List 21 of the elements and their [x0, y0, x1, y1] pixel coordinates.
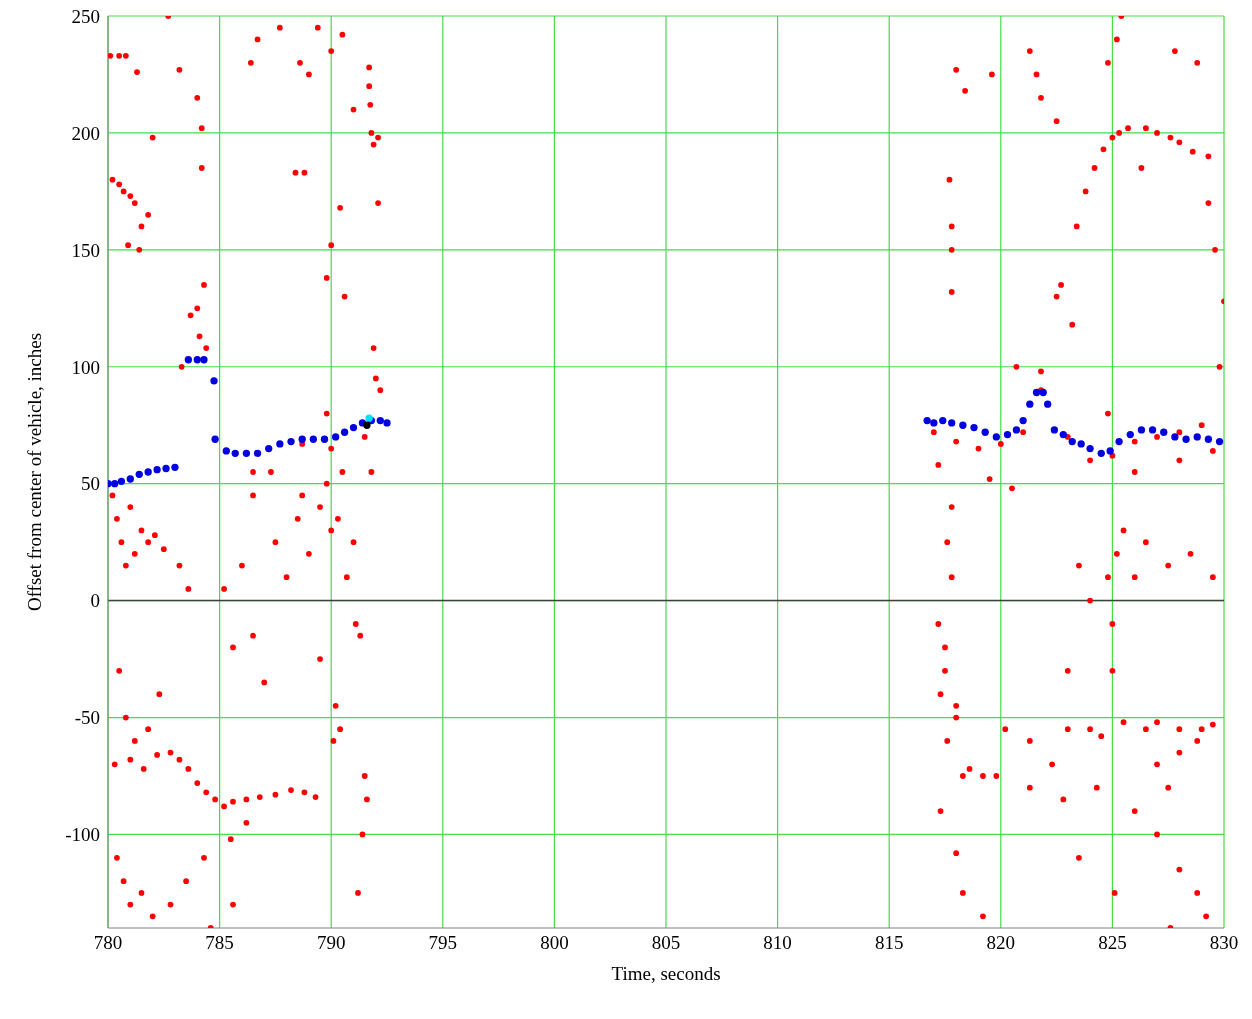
y-axis-title: Offset from center of vehicle, inches — [23, 332, 45, 612]
x-tick-label: 795 — [428, 932, 458, 954]
x-tick-label: 825 — [1098, 932, 1127, 954]
x-tick-label: 805 — [651, 932, 681, 954]
y-tick-label: 0 — [90, 590, 100, 612]
y-tick-label: -50 — [74, 707, 100, 729]
y-tick-label: 250 — [71, 5, 100, 27]
y-tick-label: 200 — [71, 122, 100, 144]
x-tick-label: 780 — [93, 932, 123, 954]
x-tick-label: 815 — [874, 932, 904, 954]
x-axis-title: Time, seconds — [611, 963, 721, 984]
x-tick-label: 800 — [540, 932, 569, 954]
x-tick-label: 785 — [205, 932, 234, 954]
y-tick-label: -100 — [65, 824, 100, 846]
x-tick-label: 830 — [1209, 932, 1239, 954]
x-tick-label: 820 — [986, 932, 1016, 954]
y-tick-label: 50 — [81, 473, 100, 495]
x-tick-label: 790 — [316, 932, 346, 954]
y-tick-label: 150 — [71, 239, 100, 261]
x-tick-label: 810 — [763, 932, 792, 954]
y-tick-label: 100 — [71, 356, 100, 378]
